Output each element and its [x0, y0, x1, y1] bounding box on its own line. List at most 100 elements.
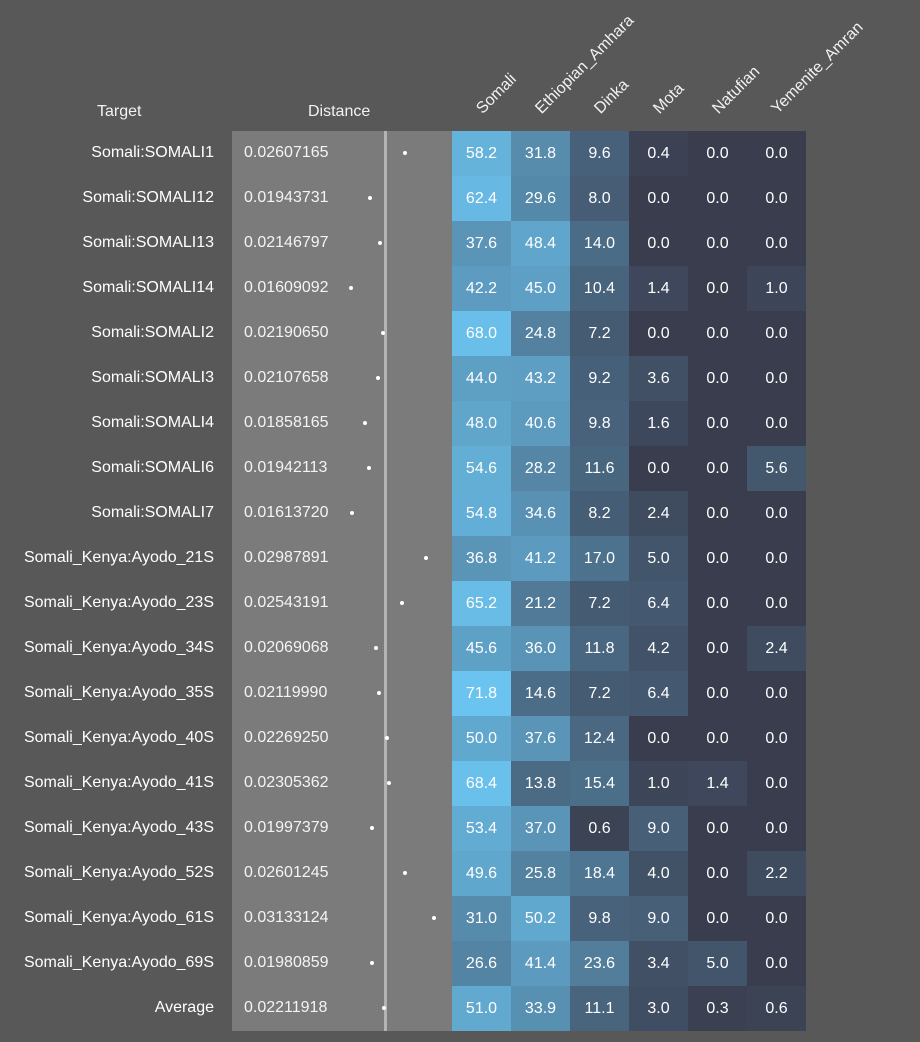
heatmap-cell: 37.6 — [511, 716, 570, 761]
heatmap-cell: 50.0 — [452, 716, 511, 761]
heatmap-cell: 0.0 — [629, 716, 688, 761]
heatmap-cell: 12.4 — [570, 716, 629, 761]
heatmap-cell: 0.0 — [688, 716, 747, 761]
heatmap-cell: 71.8 — [452, 671, 511, 716]
heatmap-cell: 0.0 — [629, 446, 688, 491]
distance-dot — [376, 376, 381, 380]
heatmap-cell: 0.0 — [747, 221, 806, 266]
heatmap-cell: 53.4 — [452, 806, 511, 851]
heatmap-cell: 13.8 — [511, 761, 570, 806]
heatmap-cell: 0.0 — [747, 581, 806, 626]
heatmap-cell: 62.4 — [452, 176, 511, 221]
target-label: Average — [154, 999, 214, 1016]
heatmap-cell: 41.4 — [511, 941, 570, 986]
heatmap-cell: 9.0 — [629, 806, 688, 851]
distance-value: 0.03133124 — [244, 909, 329, 926]
heatmap-cell: 0.0 — [688, 221, 747, 266]
heatmap-cell: 1.0 — [629, 761, 688, 806]
target-label: Somali_Kenya:Ayodo_41S — [23, 774, 214, 791]
heatmap-cell: 15.4 — [570, 761, 629, 806]
distance-value: 0.01980859 — [244, 954, 329, 971]
heatmap-cell: 0.0 — [688, 266, 747, 311]
heatmap-cell: 44.0 — [452, 356, 511, 401]
heatmap-cell: 68.0 — [452, 311, 511, 356]
heatmap-cell: 7.2 — [570, 311, 629, 356]
heatmap-cell: 0.0 — [747, 536, 806, 581]
heatmap-cell: 0.0 — [688, 671, 747, 716]
target-label: Somali:SOMALI7 — [91, 504, 214, 521]
heatmap-cell: 58.2 — [452, 131, 511, 176]
target-label: Somali_Kenya:Ayodo_43S — [23, 819, 214, 836]
heatmap-cell: 0.0 — [747, 761, 806, 806]
heatmap-cell: 50.2 — [511, 896, 570, 941]
heatmap-cell: 1.4 — [688, 761, 747, 806]
heatmap-cell: 49.6 — [452, 851, 511, 896]
distance-dot — [385, 736, 390, 740]
target-label: Somali_Kenya:Ayodo_35S — [23, 684, 214, 701]
column-header-dinka: Dinka — [591, 76, 633, 118]
heatmap-cell: 29.6 — [511, 176, 570, 221]
heatmap-cell: 2.4 — [747, 626, 806, 671]
distance-value: 0.02269250 — [244, 729, 329, 746]
distance-dot — [402, 871, 407, 875]
target-label: Somali:SOMALI12 — [82, 189, 214, 206]
distance-value: 0.02190650 — [244, 324, 329, 341]
column-header-yemenite-amran: Yemenite_Amran — [768, 18, 867, 118]
heatmap-cell: 0.0 — [629, 176, 688, 221]
heatmap-cell: 0.0 — [747, 176, 806, 221]
distance-dot — [403, 151, 408, 155]
heatmap-cell: 36.0 — [511, 626, 570, 671]
distance-dot — [378, 241, 383, 245]
heatmap-cell: 28.2 — [511, 446, 570, 491]
heatmap-cell: 0.0 — [688, 311, 747, 356]
target-label: Somali:SOMALI13 — [82, 234, 214, 251]
heatmap-cell: 6.4 — [629, 581, 688, 626]
heatmap-cell: 9.8 — [570, 401, 629, 446]
heatmap-cell: 43.2 — [511, 356, 570, 401]
heatmap-cell: 5.0 — [688, 941, 747, 986]
heatmap-cell: 1.0 — [747, 266, 806, 311]
heatmap-cell: 68.4 — [452, 761, 511, 806]
heatmap-cell: 7.2 — [570, 671, 629, 716]
heatmap-cell: 0.0 — [747, 896, 806, 941]
target-label: Somali_Kenya:Ayodo_34S — [23, 639, 214, 656]
target-label: Somali:SOMALI4 — [91, 414, 214, 431]
heatmap-cell: 42.2 — [452, 266, 511, 311]
heatmap-cell: 8.2 — [570, 491, 629, 536]
target-label: Somali:SOMALI3 — [91, 369, 214, 386]
heatmap-cell: 0.0 — [688, 491, 747, 536]
distance-dot — [349, 511, 354, 515]
heatmap-cell: 0.0 — [688, 356, 747, 401]
heatmap-cell: 0.0 — [747, 716, 806, 761]
heatmap-cell: 5.0 — [629, 536, 688, 581]
heatmap-cell: 0.0 — [688, 176, 747, 221]
heatmap-cell: 25.8 — [511, 851, 570, 896]
distance-dot — [387, 781, 392, 785]
target-label: Somali_Kenya:Ayodo_69S — [23, 954, 214, 971]
distance-dot — [380, 331, 385, 335]
heatmap-cell: 0.0 — [688, 581, 747, 626]
heatmap-cell: 21.2 — [511, 581, 570, 626]
heatmap-cell: 0.0 — [688, 401, 747, 446]
heatmap-cell: 23.6 — [570, 941, 629, 986]
distance-value: 0.02305362 — [244, 774, 329, 791]
heatmap-cell: 14.6 — [511, 671, 570, 716]
heatmap-cell: 11.1 — [570, 986, 629, 1031]
heatmap-cell: 2.2 — [747, 851, 806, 896]
target-label: Somali:SOMALI2 — [91, 324, 214, 341]
heatmap-cell: 36.8 — [452, 536, 511, 581]
heatmap-cell: 41.2 — [511, 536, 570, 581]
distance-header: Distance — [308, 103, 371, 120]
heatmap-cell: 9.0 — [629, 896, 688, 941]
heatmap-cell: 34.6 — [511, 491, 570, 536]
distance-value: 0.01613720 — [244, 504, 329, 521]
distance-value: 0.01609092 — [244, 279, 329, 296]
heatmap-cell: 0.6 — [747, 986, 806, 1031]
heatmap-cell: 3.4 — [629, 941, 688, 986]
heatmap-cell: 0.0 — [747, 491, 806, 536]
distance-dot — [367, 466, 372, 470]
distance-value: 0.02069068 — [244, 639, 329, 656]
distance-dot — [370, 826, 375, 830]
heatmap-cell: 8.0 — [570, 176, 629, 221]
